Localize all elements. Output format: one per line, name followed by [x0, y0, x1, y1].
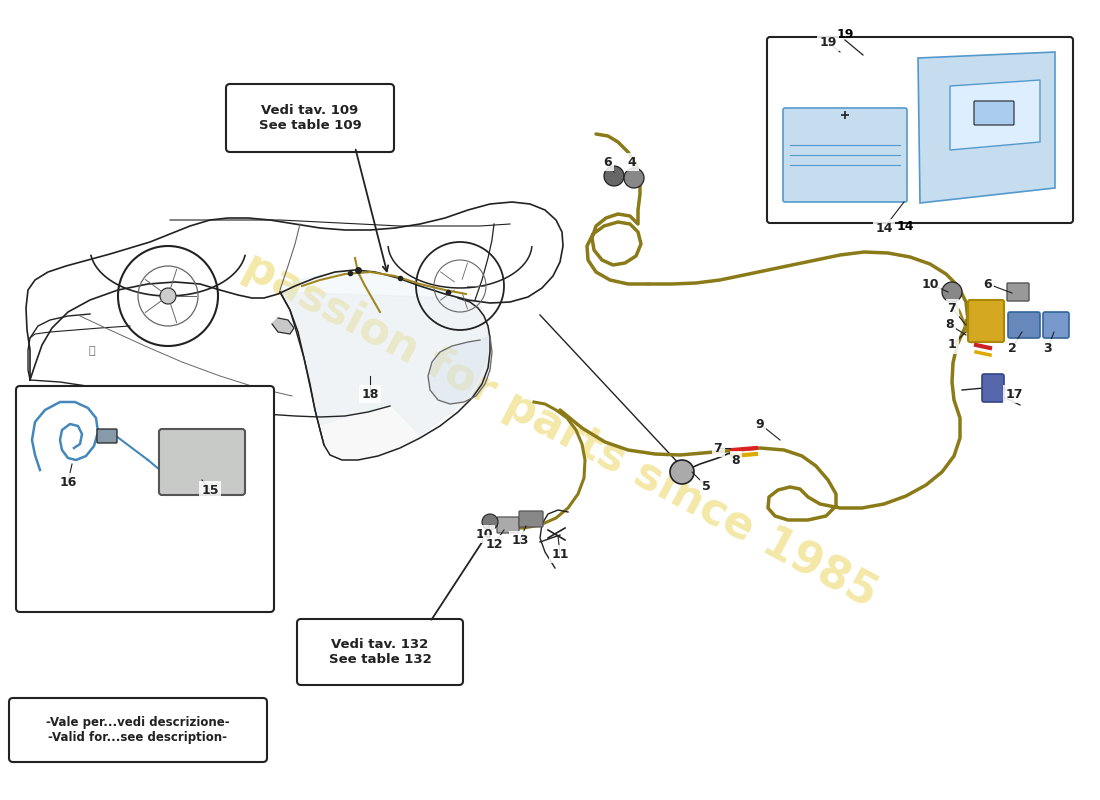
FancyBboxPatch shape — [160, 429, 245, 495]
Text: 10: 10 — [922, 278, 938, 290]
Text: 7: 7 — [947, 302, 956, 314]
Text: 19: 19 — [820, 35, 837, 49]
FancyBboxPatch shape — [767, 37, 1072, 223]
Circle shape — [670, 460, 694, 484]
FancyBboxPatch shape — [226, 84, 394, 152]
Text: Vedi tav. 132
See table 132: Vedi tav. 132 See table 132 — [329, 638, 431, 666]
Polygon shape — [280, 292, 490, 460]
Text: 18: 18 — [361, 387, 378, 401]
FancyBboxPatch shape — [497, 517, 519, 533]
FancyBboxPatch shape — [982, 374, 1004, 402]
Text: 5: 5 — [702, 479, 711, 493]
Text: -Vale per...vedi descrizione-
-Valid for...see description-: -Vale per...vedi descrizione- -Valid for… — [46, 716, 230, 744]
Text: 11: 11 — [551, 547, 569, 561]
Text: 6: 6 — [983, 278, 992, 290]
FancyBboxPatch shape — [9, 698, 267, 762]
FancyBboxPatch shape — [1043, 312, 1069, 338]
Circle shape — [942, 282, 962, 302]
FancyBboxPatch shape — [97, 429, 117, 443]
Text: 4: 4 — [628, 155, 637, 169]
Polygon shape — [280, 272, 488, 435]
Polygon shape — [272, 318, 294, 334]
Text: 9: 9 — [756, 418, 764, 430]
Text: 7: 7 — [714, 442, 723, 454]
Polygon shape — [918, 52, 1055, 203]
Text: 6: 6 — [604, 155, 613, 169]
Text: 3: 3 — [1044, 342, 1053, 354]
FancyBboxPatch shape — [1006, 283, 1028, 301]
Text: 14: 14 — [876, 222, 893, 234]
Polygon shape — [950, 80, 1040, 150]
FancyBboxPatch shape — [783, 108, 907, 202]
Text: 14: 14 — [896, 221, 914, 234]
Text: 16: 16 — [59, 475, 77, 489]
FancyBboxPatch shape — [297, 619, 463, 685]
Polygon shape — [428, 336, 492, 404]
Text: 10: 10 — [475, 527, 493, 541]
Circle shape — [160, 288, 176, 304]
Text: 2: 2 — [1008, 342, 1016, 354]
Text: 8: 8 — [946, 318, 955, 331]
Text: 13: 13 — [512, 534, 529, 546]
Text: 19: 19 — [836, 29, 854, 42]
Text: passion for parts since 1985: passion for parts since 1985 — [235, 244, 884, 616]
FancyBboxPatch shape — [968, 300, 1004, 342]
FancyBboxPatch shape — [1008, 312, 1040, 338]
Circle shape — [482, 514, 498, 530]
Text: 12: 12 — [485, 538, 503, 550]
Text: ⓕ: ⓕ — [89, 346, 96, 356]
Circle shape — [624, 168, 644, 188]
FancyBboxPatch shape — [519, 511, 543, 527]
FancyBboxPatch shape — [974, 101, 1014, 125]
Text: Vedi tav. 109
See table 109: Vedi tav. 109 See table 109 — [258, 104, 362, 132]
Circle shape — [604, 166, 624, 186]
Text: 15: 15 — [201, 483, 219, 497]
Text: 8: 8 — [732, 454, 740, 466]
FancyBboxPatch shape — [16, 386, 274, 612]
Text: 17: 17 — [1005, 387, 1023, 401]
Text: 1: 1 — [947, 338, 956, 351]
